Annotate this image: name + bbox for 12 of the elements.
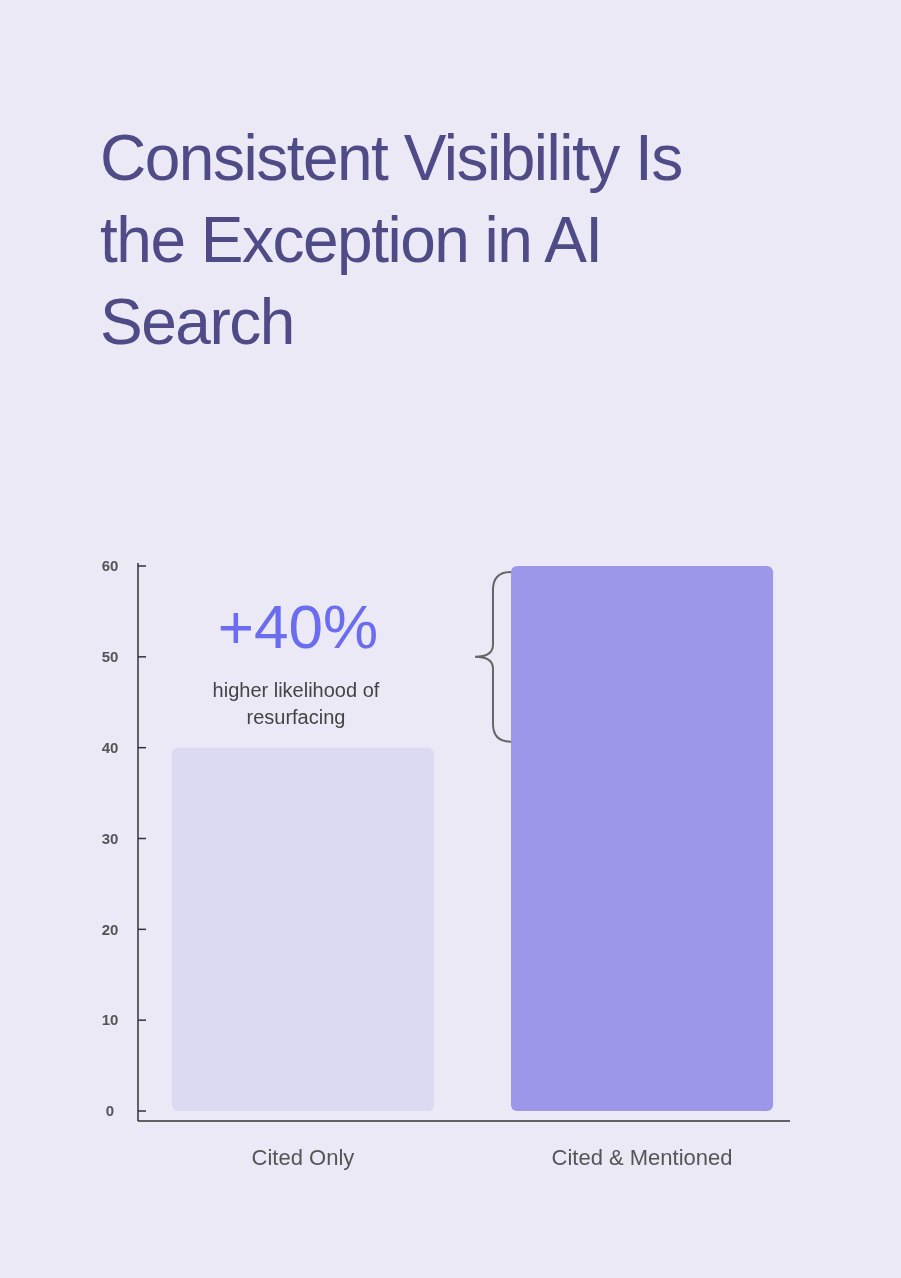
y-tick-label: 50 bbox=[101, 648, 119, 666]
y-tick-label: 30 bbox=[101, 829, 119, 847]
x-tick-label: Cited Only bbox=[251, 1145, 355, 1170]
y-tick-label: 40 bbox=[101, 738, 119, 756]
x-tick-label: Cited & Mentioned bbox=[551, 1145, 733, 1170]
y-tick-label: 60 bbox=[101, 557, 119, 575]
annotation: +40% bbox=[217, 592, 379, 661]
y-tick-label: 20 bbox=[101, 920, 119, 938]
chart-title: Consistent Visibility Is the Exception in AI Search bbox=[100, 122, 682, 358]
y-tick-label: 0 bbox=[105, 1102, 115, 1120]
y-tick-label: 10 bbox=[101, 1011, 119, 1029]
annotation: higher likelihood of resurfacing bbox=[212, 679, 380, 728]
